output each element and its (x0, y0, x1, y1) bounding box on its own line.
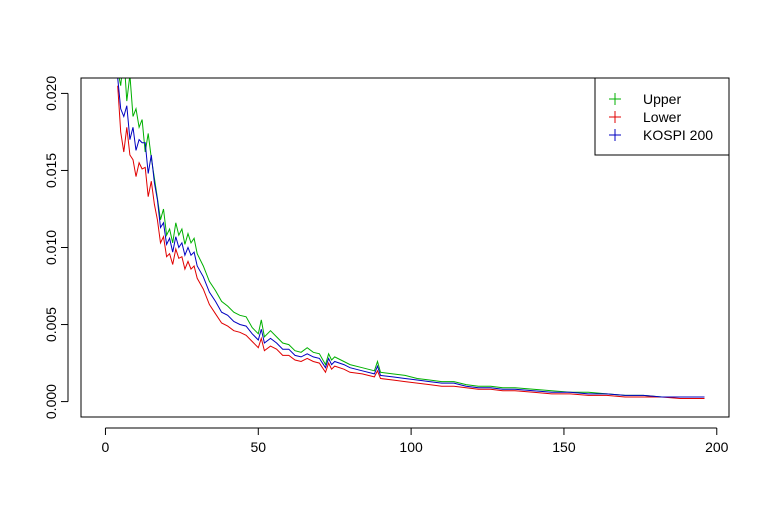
legend-label: Lower (643, 109, 681, 125)
legend-label: Upper (643, 91, 681, 107)
legend-item: KOSPI 200 (609, 127, 713, 143)
series-line-kospi-200 (117, 78, 705, 398)
y-tick-label: 0.010 (43, 230, 59, 265)
x-tick-label: 0 (102, 439, 110, 455)
legend-label: KOSPI 200 (643, 127, 713, 143)
x-tick-label: 50 (250, 439, 266, 455)
series-layer (117, 78, 705, 399)
plot-frame (80, 77, 730, 418)
legend: Upper Lower KOSPI 200 (594, 77, 730, 156)
x-axis: 0 50 100 150 200 (102, 427, 729, 455)
x-tick-label: 100 (399, 439, 423, 455)
x-tick-label: 200 (705, 439, 729, 455)
y-axis: 0.000 0.005 0.010 0.015 0.020 (43, 76, 69, 419)
y-tick-label: 0.000 (43, 384, 59, 419)
legend-item: Lower (609, 109, 681, 125)
series-line-lower (117, 85, 705, 399)
legend-item: Upper (609, 91, 681, 107)
y-tick-label: 0.020 (43, 76, 59, 111)
y-tick-label: 0.005 (43, 307, 59, 342)
x-tick-label: 150 (552, 439, 576, 455)
y-tick-label: 0.015 (43, 153, 59, 188)
